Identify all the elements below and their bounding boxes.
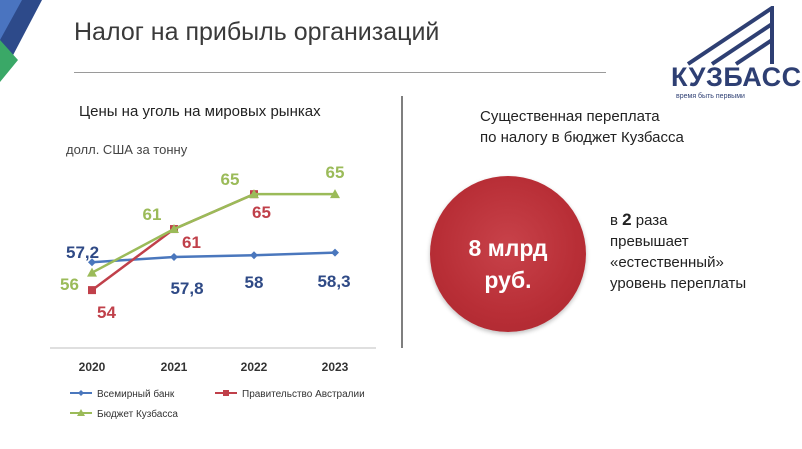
overpayment-circle	[430, 176, 586, 332]
chart-title: Цены на уголь на мировых рынках	[79, 103, 321, 120]
overpayment-amount-line2: руб.	[484, 267, 532, 293]
data-point-marker	[331, 248, 339, 257]
corner-decoration	[0, 0, 42, 82]
data-label: 61	[182, 233, 201, 252]
data-point-marker	[169, 224, 179, 234]
legend-marker	[78, 390, 84, 396]
data-label: 57,2	[66, 243, 99, 262]
coal-price-chart: 2020 2021 2022 2023 57,2 57,8 58 58,3 54 61 65 56 61…	[50, 163, 376, 420]
slide-title: Налог на прибыль организаций	[74, 18, 440, 46]
data-label: 65	[221, 170, 240, 189]
overpayment-title: Существенная переплата по налогу в бюдже…	[480, 106, 684, 148]
logo-tagline: время быть первыми	[676, 93, 745, 100]
x-tick-label: 2021	[161, 360, 188, 374]
data-label: 56	[60, 275, 79, 294]
overpayment-title-line1: Существенная переплата	[480, 108, 660, 125]
note-suffix: раза	[635, 212, 668, 229]
legend-marker	[77, 409, 85, 416]
chart-unit-label: долл. США за тонну	[66, 142, 188, 157]
legend-label: Бюджет Кузбасса	[97, 408, 178, 420]
data-point-marker	[88, 258, 96, 267]
data-point-marker	[88, 286, 96, 295]
data-point-marker	[170, 252, 178, 261]
logo-wordmark: КУЗБАСС	[671, 62, 802, 92]
data-label: 61	[143, 205, 162, 224]
overpayment-note: в 2 раза превышает «естественный» уровен…	[610, 209, 746, 294]
x-tick-label: 2020	[79, 360, 106, 374]
overpayment-amount-line1: 8 млрд	[468, 235, 548, 261]
note-multiplier: 2	[622, 210, 632, 229]
data-point-marker	[250, 251, 258, 260]
note-prefix: в	[610, 212, 618, 229]
legend-marker	[223, 390, 229, 396]
data-point-marker	[330, 189, 340, 199]
vertical-divider	[401, 96, 403, 348]
x-tick-label: 2023	[322, 360, 349, 374]
note-line4: уровень переплаты	[610, 275, 747, 292]
data-point-marker	[87, 267, 97, 277]
data-point-marker	[249, 189, 259, 199]
note-line2: превышает	[610, 233, 689, 250]
data-label: 65	[326, 163, 345, 182]
data-label: 57,8	[170, 279, 203, 298]
legend-label: Правительство Австралии	[242, 389, 365, 400]
kuzbass-logo	[686, 6, 774, 66]
data-label: 58	[245, 273, 264, 292]
overpayment-amount: 8 млрд руб.	[430, 232, 586, 296]
series-line	[91, 193, 255, 292]
data-label: 58,3	[317, 272, 350, 291]
data-label: 65	[252, 203, 271, 222]
title-underline	[74, 72, 606, 73]
series-line	[91, 192, 335, 274]
data-label: 54	[97, 303, 116, 322]
note-line3: «естественный»	[610, 254, 724, 271]
legend-label: Всемирный банк	[97, 388, 175, 400]
overpayment-title-line2: по налогу в бюджет Кузбасса	[480, 129, 684, 146]
x-tick-label: 2022	[241, 360, 268, 374]
